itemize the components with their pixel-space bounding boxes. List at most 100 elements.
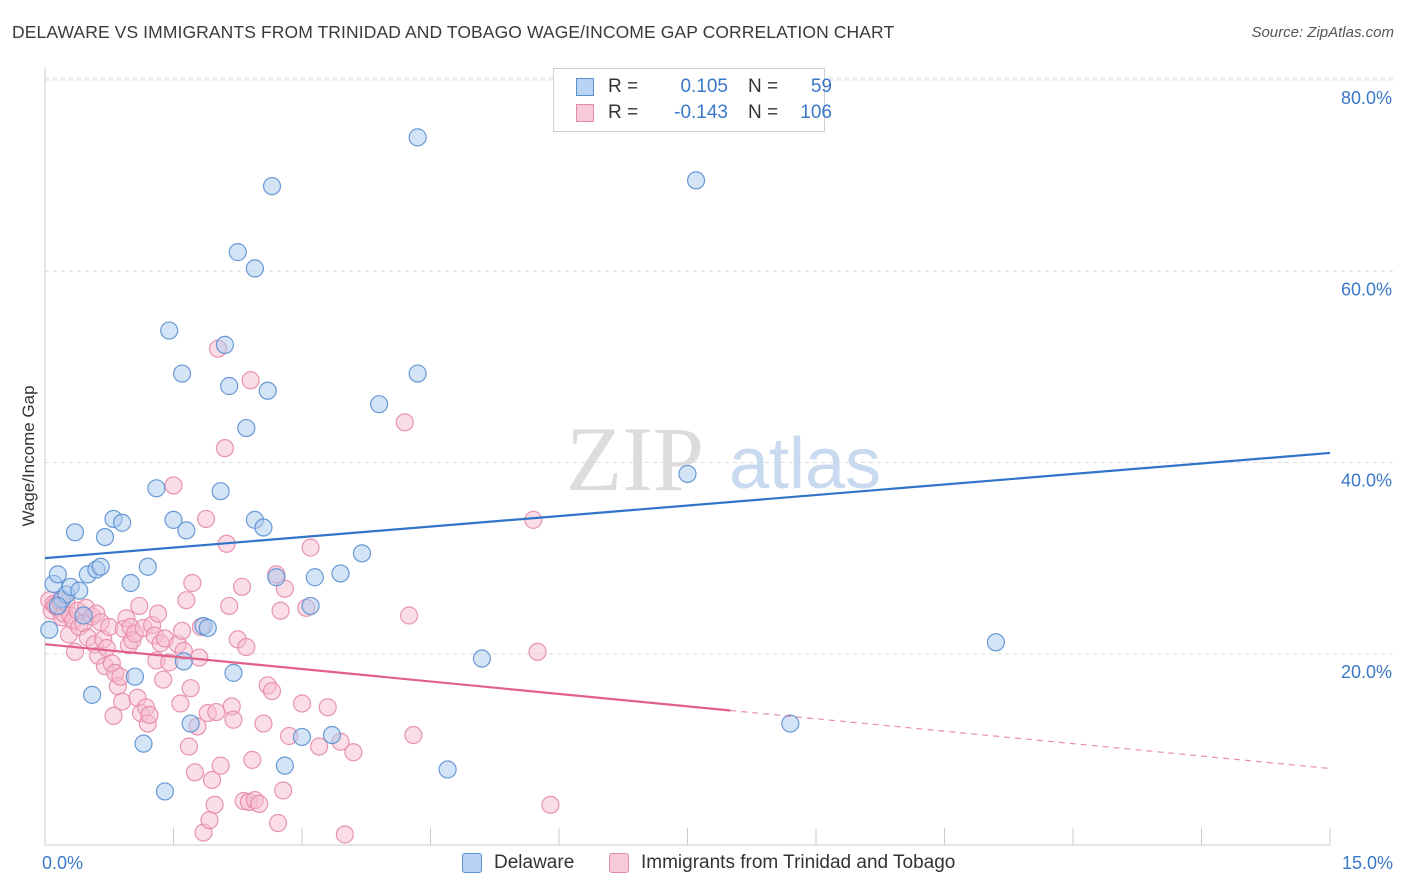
trinidad-point [344, 743, 363, 762]
delaware-point [986, 633, 1006, 652]
delaware-point [438, 760, 457, 779]
delaware-swatch [462, 853, 482, 873]
trinidad-swatch [609, 853, 629, 873]
delaware-point [172, 364, 192, 383]
delaware-point [352, 544, 372, 563]
trinidad-point [224, 710, 243, 729]
trinidad-point [250, 794, 269, 813]
delaware-point [125, 667, 145, 686]
delaware-point [237, 418, 256, 438]
y-tick-label: 60.0% [1341, 279, 1392, 299]
x-tick-label: 15.0% [1342, 853, 1393, 873]
delaware-point [292, 727, 312, 747]
delaware-point [198, 618, 217, 638]
trinidad-point [171, 694, 190, 713]
delaware-point [322, 725, 342, 745]
delaware-point [408, 128, 427, 147]
trinidad-point [399, 606, 419, 625]
points-layer [40, 128, 1006, 844]
delaware-point [258, 381, 277, 400]
grid-layer [45, 77, 1395, 655]
delaware-trend-line [44, 451, 1331, 560]
source-note: Source: ZipAtlas.com [1251, 24, 1394, 41]
delaware-point [164, 510, 183, 529]
r-key: R = [608, 76, 639, 97]
trinidad-point [181, 679, 200, 698]
trinidad-point [200, 811, 219, 830]
delaware-point [138, 557, 157, 576]
trinidad-point [404, 725, 423, 745]
delaware-point [181, 714, 200, 733]
delaware-point [91, 557, 110, 576]
series-legend: Delaware Immigrants from Trinidad and To… [0, 852, 1406, 878]
delaware-point [678, 464, 697, 484]
delaware-point [65, 523, 85, 542]
trinidad-point [211, 756, 230, 775]
delaware-point [174, 652, 193, 671]
trinidad-point [220, 596, 239, 616]
trinidad-point [130, 596, 149, 616]
delaware-point [408, 364, 427, 383]
delaware-point [147, 479, 166, 498]
trinidad-point [104, 706, 123, 726]
y-tick-label: 40.0% [1341, 471, 1392, 491]
trinidad-point [202, 770, 222, 790]
legend-item-trinidad[interactable]: Immigrants from Trinidad and Tobago [609, 852, 955, 874]
legend-label: Immigrants from Trinidad and Tobago [641, 852, 956, 873]
trinidad-point [254, 714, 273, 733]
trinidad-point [262, 681, 282, 701]
trinidad-point [524, 510, 543, 529]
trinidad-point [232, 577, 252, 596]
delaware-point [267, 568, 286, 587]
stats-legend: R = 0.105 N = 59 R = -0.143 N = 106 [553, 68, 832, 132]
delaware-point [262, 177, 282, 196]
delaware-point [112, 513, 132, 532]
trinidad-point [164, 476, 183, 495]
delaware-point [48, 565, 67, 584]
trinidad-point [268, 813, 288, 833]
trinidad-point [172, 621, 192, 640]
delaware-point [686, 171, 706, 190]
delaware-point [254, 518, 273, 537]
n-key: N = [748, 76, 779, 97]
trinidad-point [185, 763, 205, 782]
trend-layer [44, 451, 1331, 770]
chart-title: DELAWARE VS IMMIGRANTS FROM TRINIDAD AND… [12, 22, 895, 42]
trinidad-point [335, 825, 354, 844]
trinidad-point [97, 638, 116, 658]
delaware-point [74, 606, 93, 625]
trinidad-point [301, 538, 320, 557]
delaware-point [301, 596, 320, 616]
n-value: 59 [810, 76, 832, 97]
r-key: R = [608, 102, 639, 123]
x-tick-label: 0.0% [42, 853, 83, 873]
trinidad-point [207, 702, 226, 722]
stats-row-delaware: R = 0.105 N = 59 [576, 74, 832, 100]
delaware-point [134, 734, 153, 753]
delaware-point [160, 321, 179, 340]
trinidad-point [318, 698, 337, 717]
legend-label: Delaware [494, 852, 575, 873]
delaware-point [370, 395, 389, 414]
n-value: 106 [800, 102, 832, 123]
r-value: -0.143 [674, 102, 728, 123]
delaware-point [121, 573, 140, 593]
trinidad-point [243, 750, 262, 769]
trinidad-point [237, 637, 256, 657]
trinidad-point [271, 601, 290, 620]
delaware-point [305, 568, 324, 587]
trinidad-point [196, 509, 216, 529]
legend-item-delaware[interactable]: Delaware [462, 852, 574, 874]
trinidad-point [292, 694, 312, 713]
y-tick-label: 80.0% [1341, 88, 1392, 108]
trinidad-point [205, 795, 224, 814]
delaware-point [472, 649, 491, 668]
delaware-point [177, 521, 196, 540]
stats-row-trinidad: R = -0.143 N = 106 [576, 100, 832, 126]
delaware-point [220, 376, 239, 396]
delaware-point [211, 482, 230, 501]
delaware-swatch [576, 78, 594, 96]
trinidad-point [112, 692, 132, 711]
delaware-point [95, 527, 115, 547]
